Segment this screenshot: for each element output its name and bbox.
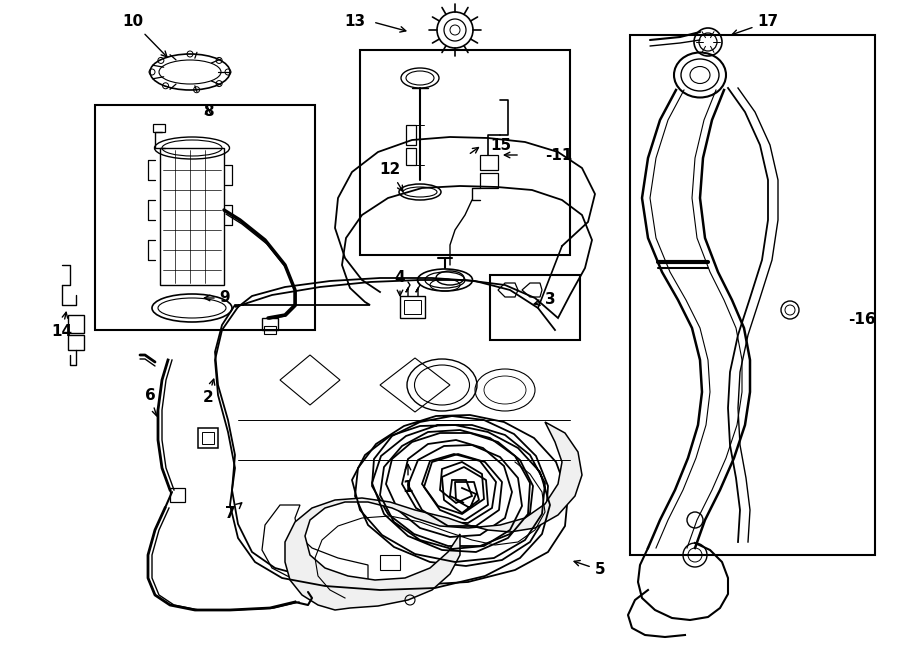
Text: 10: 10 [122,15,167,57]
Bar [630,35,875,555]
Text: 9: 9 [204,290,230,305]
Text: 3: 3 [535,293,555,307]
Bar [264,326,276,334]
Bar [400,296,425,318]
Text: 12: 12 [380,163,403,191]
Text: 2: 2 [202,379,215,405]
Text: 8: 8 [202,104,213,120]
Bar [480,155,498,170]
Text: -11: -11 [545,147,572,163]
Bar [360,50,570,255]
Bar [170,488,185,502]
Bar [153,124,165,132]
Bar [95,105,315,330]
Text: 6: 6 [145,387,158,416]
Text: 1: 1 [403,464,413,496]
Text: 4: 4 [395,270,405,295]
Text: 15: 15 [490,137,511,153]
Text: 17: 17 [732,15,778,35]
Bar [380,555,400,570]
Bar [202,432,214,444]
Bar [68,335,84,350]
Bar [490,275,580,340]
Bar [68,315,84,333]
Bar [198,428,218,448]
Bar [406,125,416,145]
Bar [406,148,416,165]
Text: 5: 5 [574,561,606,578]
Text: 14: 14 [51,312,73,340]
Polygon shape [285,422,582,610]
Text: 7: 7 [225,503,242,520]
Bar [480,173,498,188]
Bar [404,300,421,314]
Text: 13: 13 [344,15,365,30]
Bar [262,318,278,330]
Text: -16: -16 [848,313,876,327]
